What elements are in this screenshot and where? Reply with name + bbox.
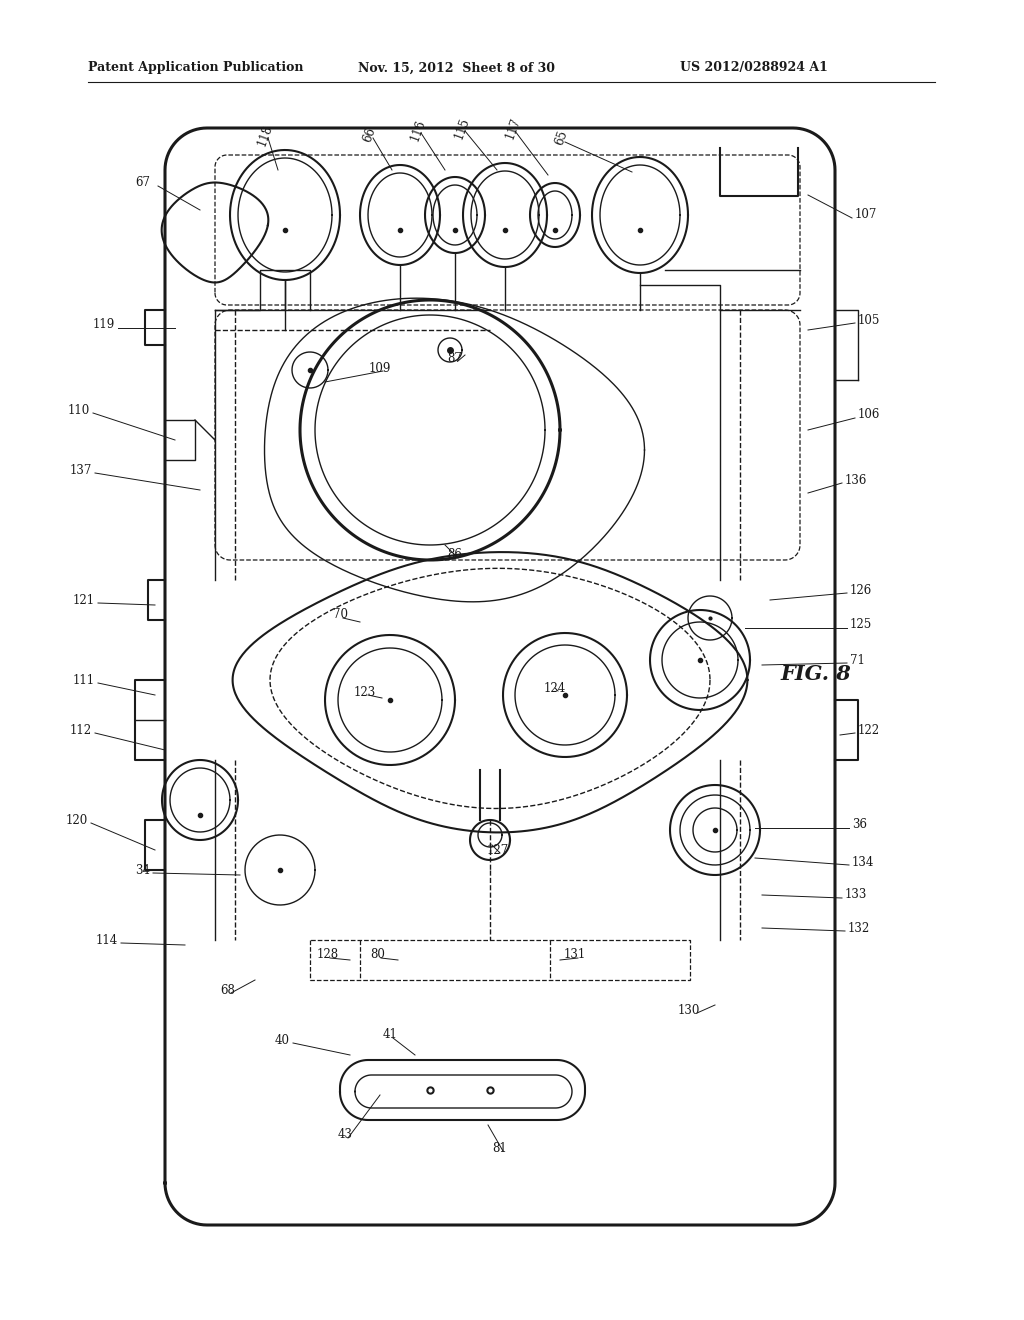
Text: 134: 134 — [852, 855, 874, 869]
Text: 116: 116 — [409, 117, 428, 143]
Text: 132: 132 — [848, 921, 870, 935]
Text: 87: 87 — [447, 351, 463, 364]
Text: Patent Application Publication: Patent Application Publication — [88, 62, 303, 74]
Text: 109: 109 — [369, 362, 391, 375]
Text: US 2012/0288924 A1: US 2012/0288924 A1 — [680, 62, 827, 74]
Text: 67: 67 — [135, 176, 150, 189]
Text: 106: 106 — [858, 408, 881, 421]
Text: 118: 118 — [255, 123, 274, 148]
Text: 126: 126 — [850, 583, 872, 597]
Text: Nov. 15, 2012  Sheet 8 of 30: Nov. 15, 2012 Sheet 8 of 30 — [358, 62, 555, 74]
Text: 136: 136 — [845, 474, 867, 487]
Text: 80: 80 — [371, 949, 385, 961]
Text: 65: 65 — [553, 129, 570, 148]
Text: 130: 130 — [678, 1003, 700, 1016]
Text: 71: 71 — [850, 653, 865, 667]
Text: 127: 127 — [486, 843, 509, 857]
Text: 128: 128 — [317, 949, 339, 961]
Text: 111: 111 — [73, 673, 95, 686]
Text: 137: 137 — [70, 463, 92, 477]
Text: 107: 107 — [855, 209, 878, 222]
Text: 43: 43 — [338, 1129, 352, 1142]
Text: 41: 41 — [383, 1028, 397, 1041]
Text: 117: 117 — [503, 115, 523, 141]
Text: 36: 36 — [852, 818, 867, 832]
Text: 123: 123 — [354, 685, 376, 698]
Text: 133: 133 — [845, 888, 867, 902]
Text: 115: 115 — [452, 115, 472, 141]
Text: 124: 124 — [544, 681, 566, 694]
Text: 110: 110 — [68, 404, 90, 417]
Text: 119: 119 — [93, 318, 115, 331]
Text: 34: 34 — [135, 863, 150, 876]
Text: 131: 131 — [564, 949, 586, 961]
Text: 122: 122 — [858, 723, 880, 737]
Text: 105: 105 — [858, 314, 881, 326]
Text: 120: 120 — [66, 813, 88, 826]
Text: 81: 81 — [493, 1142, 507, 1155]
Text: 86: 86 — [447, 549, 463, 561]
Text: 112: 112 — [70, 723, 92, 737]
Text: FIG. 8: FIG. 8 — [780, 664, 851, 684]
Text: 121: 121 — [73, 594, 95, 606]
Text: 125: 125 — [850, 619, 872, 631]
Text: 66: 66 — [361, 125, 379, 144]
Text: 68: 68 — [220, 983, 236, 997]
Text: 40: 40 — [275, 1034, 290, 1047]
Text: 114: 114 — [96, 933, 118, 946]
Text: 70: 70 — [333, 609, 347, 622]
